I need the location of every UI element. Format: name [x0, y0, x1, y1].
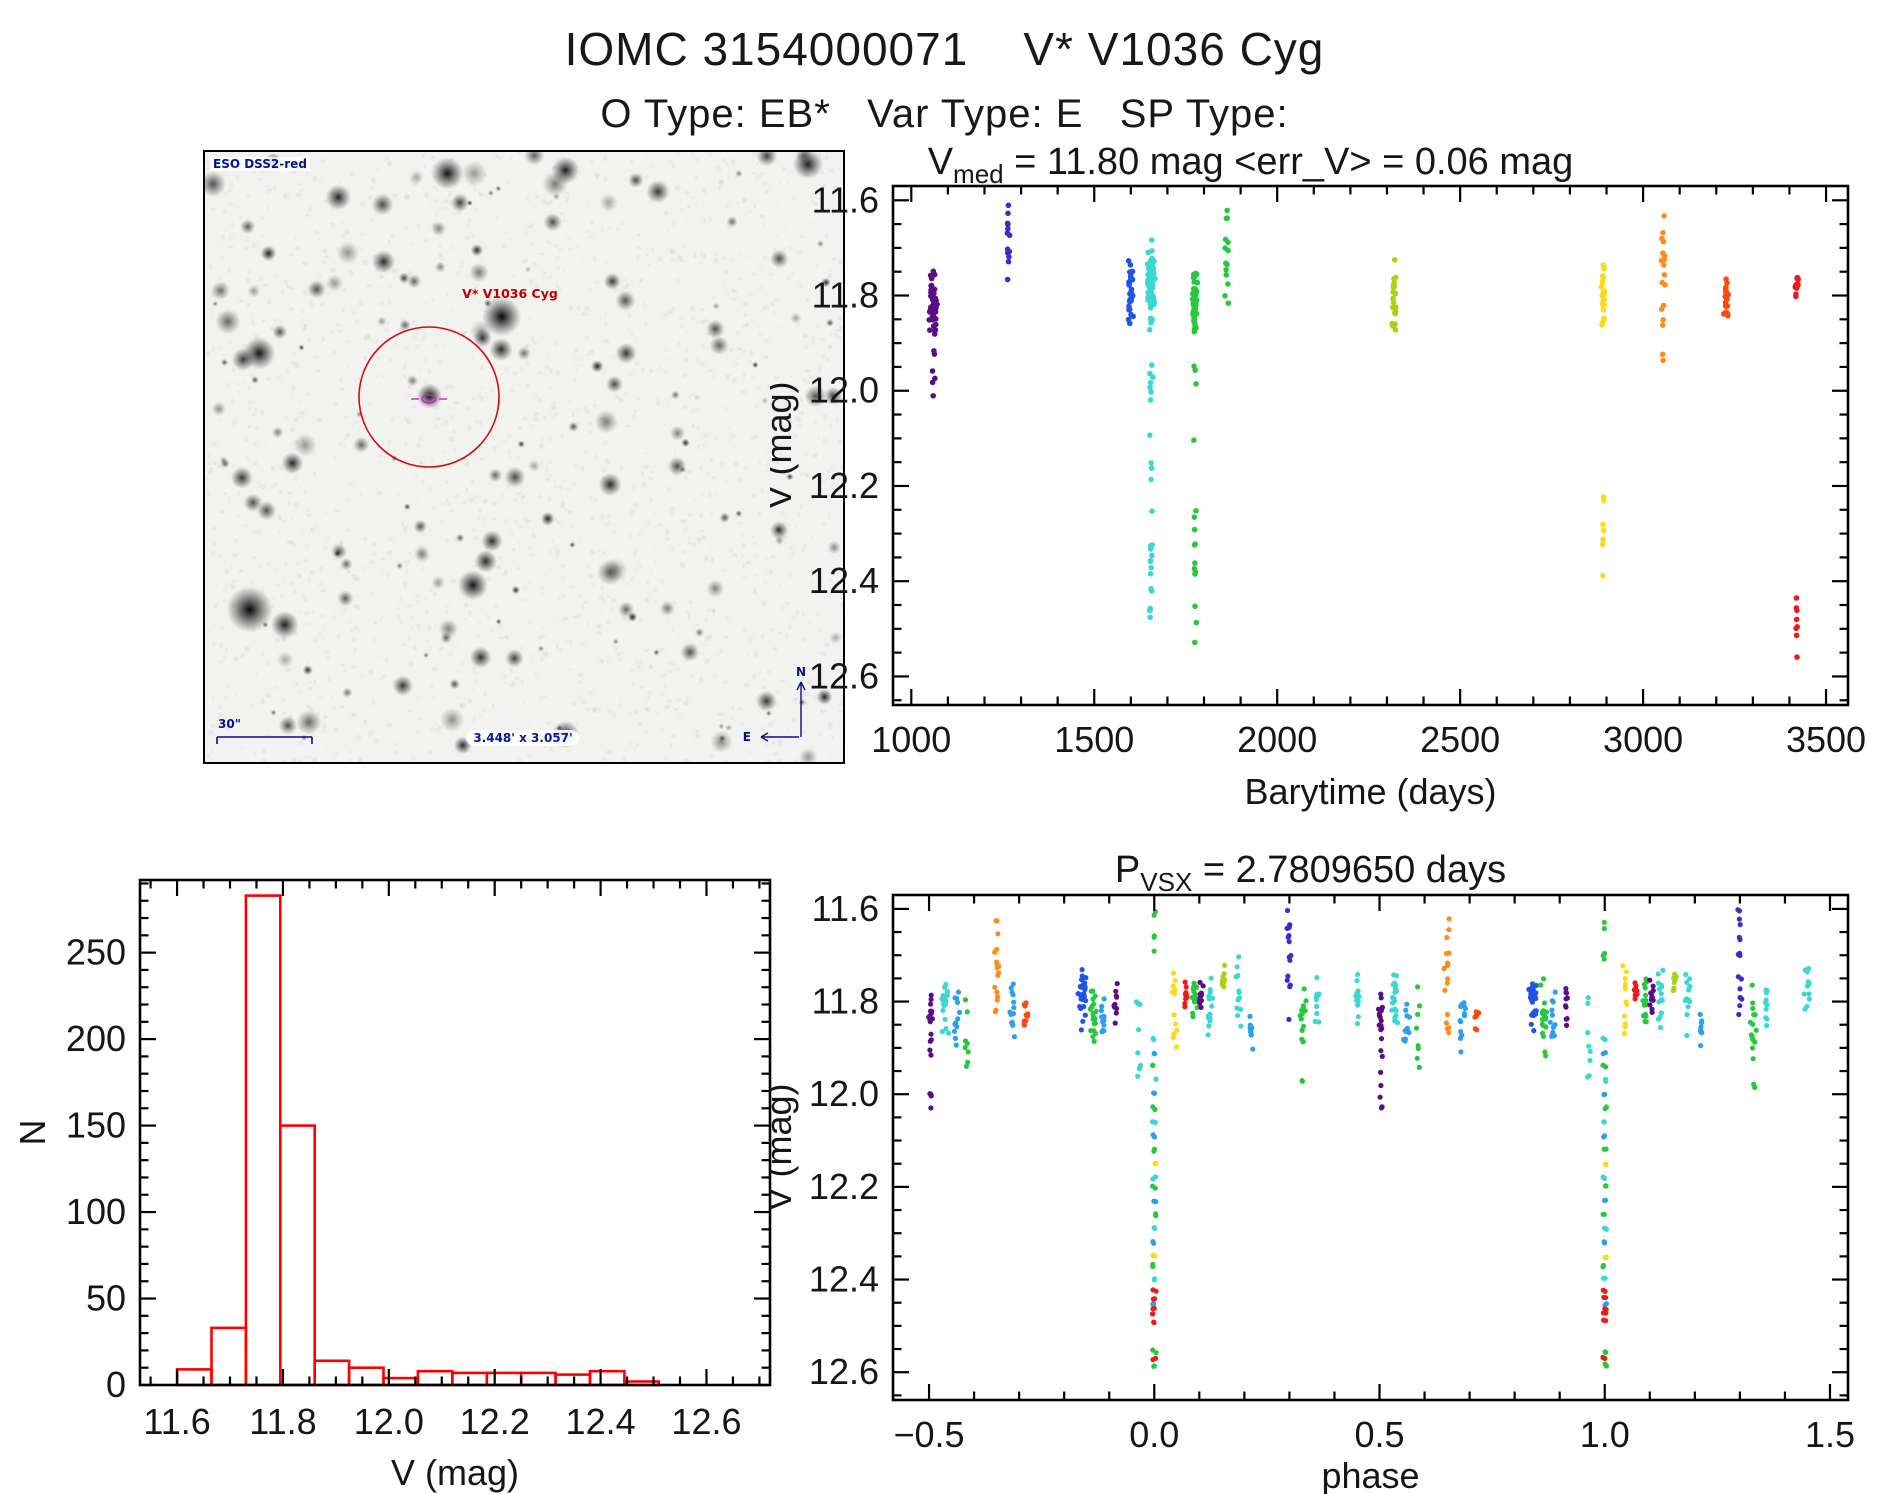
barytime-plot: 1000 1500 2000 2500 3000 3500 11.6 11.8 12.0 12.2… — [758, 141, 1866, 812]
dss-starfield-image — [205, 152, 843, 762]
svg-text:3000: 3000 — [1603, 719, 1683, 760]
fov-label: 3.448' x 3.057' — [466, 730, 580, 746]
svg-text:12.6: 12.6 — [809, 655, 879, 696]
svg-text:11.6: 11.6 — [812, 179, 879, 220]
svg-text:2500: 2500 — [1420, 719, 1500, 760]
svg-text:0.0: 0.0 — [1129, 1414, 1179, 1455]
phase-axes — [891, 893, 1850, 1402]
barytime-data-layer — [926, 202, 1801, 660]
target-circle-marker — [358, 326, 500, 468]
svg-text:11.8: 11.8 — [812, 981, 879, 1022]
histogram-bar — [210, 1326, 248, 1387]
histogram-plot: 11.6 11.8 12.0 12.2 12.4 12.6 0 50 100 150 200 250 V… — [12, 878, 772, 1493]
phase-folded-chart: −0.5 0.0 0.5 1.0 1.5 11.6 11.8 12.0 12.2 12.4 12.6… — [758, 840, 1889, 1494]
compass-rose — [760, 681, 806, 742]
magnitude-histogram-chart: 11.6 11.8 12.0 12.2 12.4 12.6 0 50 100 150 200 250 V… — [12, 855, 820, 1494]
barytime-axes — [891, 184, 1850, 707]
lightcurve-barytime-chart: 1000 1500 2000 2500 3000 3500 11.6 11.8 12.0 12.2… — [758, 140, 1889, 830]
target-centroid-marker — [411, 394, 447, 404]
histogram-bar — [519, 1371, 557, 1387]
phase-plot: −0.5 0.0 0.5 1.0 1.5 11.6 11.8 12.0 12.2 12.4 12.6… — [758, 849, 1855, 1494]
histogram-data-layer — [175, 894, 661, 1387]
svg-text:0: 0 — [106, 1364, 126, 1405]
svg-text:12.4: 12.4 — [809, 560, 879, 601]
histogram-bar — [347, 1366, 385, 1387]
svg-text:11.6: 11.6 — [812, 888, 879, 929]
scale-bar-label: 30" — [218, 717, 241, 731]
svg-text:2000: 2000 — [1237, 719, 1317, 760]
svg-text:11.6: 11.6 — [143, 1401, 210, 1442]
svg-text:250: 250 — [66, 932, 126, 973]
svg-text:12.2: 12.2 — [809, 1166, 879, 1207]
svg-text:12.0: 12.0 — [809, 370, 879, 411]
histogram-bar — [588, 1369, 626, 1387]
compass-east-label: E — [743, 730, 751, 744]
svg-text:12.0: 12.0 — [354, 1401, 424, 1442]
svg-text:200: 200 — [66, 1018, 126, 1059]
svg-text:12.2: 12.2 — [460, 1401, 530, 1442]
svg-text:phase: phase — [1321, 1455, 1419, 1494]
svg-text:3500: 3500 — [1786, 719, 1866, 760]
svg-text:12.2: 12.2 — [809, 465, 879, 506]
page-subtitle: O Type: EB* Var Type: E SP Type: — [600, 92, 1289, 136]
survey-label: ESO DSS2-red — [210, 157, 310, 171]
page-title: IOMC 3154000071 V* V1036 Cyg — [564, 23, 1325, 75]
histogram-bar — [554, 1373, 592, 1387]
histogram-bar — [451, 1371, 489, 1387]
svg-text:12.6: 12.6 — [671, 1401, 741, 1442]
phase-data-layer — [926, 907, 1812, 1369]
svg-text:11.8: 11.8 — [249, 1401, 316, 1442]
svg-text:12.0: 12.0 — [809, 1073, 879, 1114]
svg-text:150: 150 — [66, 1105, 126, 1146]
svg-text:V (mag): V (mag) — [770, 381, 799, 509]
compass-north-label: N — [796, 665, 806, 679]
svg-text:V (mag): V (mag) — [770, 1083, 799, 1211]
svg-text:V (mag): V (mag) — [391, 1452, 519, 1493]
histogram-bar — [485, 1371, 523, 1387]
svg-text:1500: 1500 — [1054, 719, 1134, 760]
target-star-label: V* V1036 Cyg — [462, 286, 558, 301]
histogram-bar — [175, 1368, 213, 1387]
svg-text:100: 100 — [66, 1191, 126, 1232]
svg-text:N: N — [20, 1120, 53, 1146]
svg-text:12.4: 12.4 — [809, 1259, 879, 1300]
histogram-bar — [313, 1359, 351, 1387]
histogram-axes — [138, 878, 772, 1387]
starfield-annotations: NE — [216, 326, 806, 744]
svg-text:1000: 1000 — [871, 719, 951, 760]
svg-text:12.4: 12.4 — [566, 1401, 636, 1442]
svg-text:11.8: 11.8 — [812, 275, 879, 316]
histogram-bar — [244, 894, 282, 1387]
svg-text:12.6: 12.6 — [809, 1351, 879, 1392]
svg-text:1.0: 1.0 — [1580, 1414, 1630, 1455]
svg-text:0.5: 0.5 — [1354, 1414, 1404, 1455]
chart-title: PVSX = 2.7809650 days — [1115, 849, 1506, 897]
svg-text:1.5: 1.5 — [1805, 1414, 1855, 1455]
scale-bar — [216, 736, 313, 744]
svg-text:−0.5: −0.5 — [893, 1414, 964, 1455]
histogram-bar — [278, 1124, 316, 1387]
chart-title: Vmed = 11.80 mag <err_V> = 0.06 mag — [928, 141, 1574, 189]
histogram-bar — [416, 1369, 454, 1387]
svg-text:Barytime (days): Barytime (days) — [1244, 771, 1496, 812]
svg-text:50: 50 — [86, 1278, 126, 1319]
